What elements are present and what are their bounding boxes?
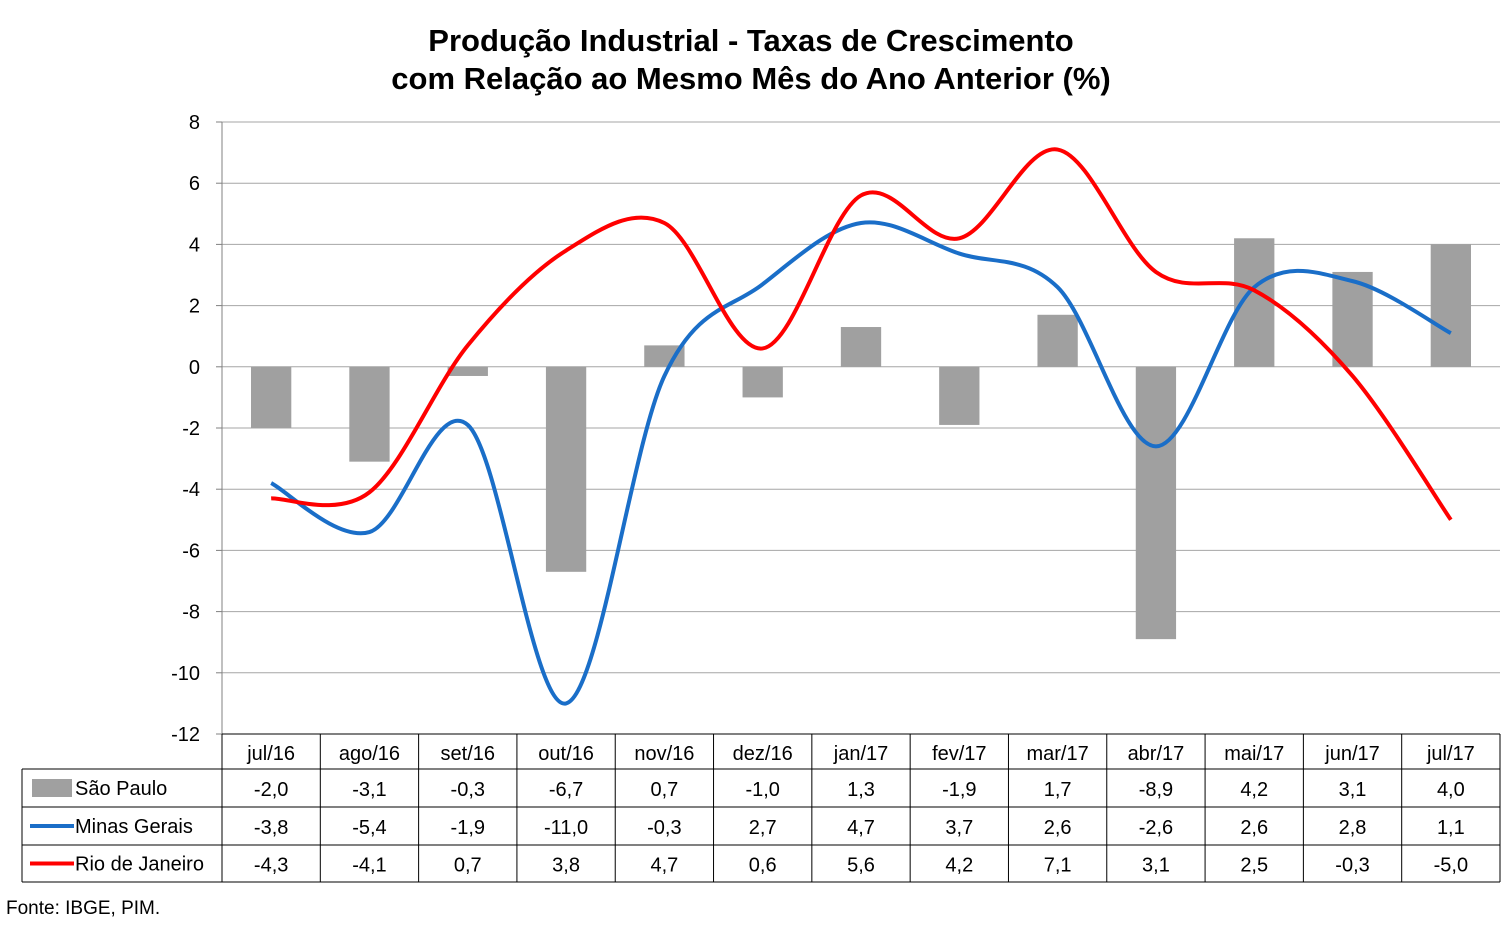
bar-sao-paulo <box>939 366 980 425</box>
x-tick-label: nov/16 <box>634 743 694 765</box>
y-tick-label: -10 <box>171 663 200 685</box>
data-label-sao-paulo: 1,7 <box>1044 779 1072 801</box>
data-label-rio-de-janeiro: 0,6 <box>749 855 777 877</box>
data-label-rio-de-janeiro: 3,8 <box>552 855 580 877</box>
data-label-sao-paulo: 4,2 <box>1240 779 1268 801</box>
data-table: jul/16 ago/16 set/16 out/16 nov/16 dez/16 jan/… <box>21 733 1501 883</box>
gridlines <box>222 121 1500 674</box>
x-tick-label: mai/17 <box>1224 743 1284 765</box>
chart-title: Produção Industrial - Taxas de Crescimen… <box>0 22 1502 98</box>
bar-sao-paulo <box>349 366 390 462</box>
x-tick-label: jun/17 <box>1324 743 1380 765</box>
data-label-minas-gerais: -1,9 <box>451 817 485 839</box>
line-minas-gerais <box>270 220 1452 706</box>
data-label-minas-gerais: -11,0 <box>544 817 588 839</box>
legend-label-minas-gerais: Minas Gerais <box>75 816 193 838</box>
data-label-minas-gerais: -3,8 <box>254 817 288 839</box>
data-label-rio-de-janeiro: 4,2 <box>945 855 973 877</box>
bar-series-sao-paulo <box>251 238 1471 640</box>
legend-label-rio-de-janeiro: Rio de Janeiro <box>75 854 204 876</box>
x-tick-label: set/16 <box>441 743 495 765</box>
data-label-rio-de-janeiro: -5,0 <box>1434 855 1468 877</box>
data-label-rio-de-janeiro: -4,1 <box>352 855 386 877</box>
data-label-minas-gerais: 2,7 <box>749 817 777 839</box>
y-tick-label: 2 <box>189 296 200 318</box>
bar-sao-paulo <box>1430 244 1471 367</box>
data-label-rio-de-janeiro: 7,1 <box>1044 855 1072 877</box>
bar-sao-paulo <box>644 345 685 367</box>
data-label-sao-paulo: -2,0 <box>254 779 288 801</box>
data-label-sao-paulo: -1,9 <box>942 779 976 801</box>
chart-title-line-2: com Relação ao Mesmo Mês do Ano Anterior… <box>391 61 1111 96</box>
data-label-sao-paulo: 1,3 <box>847 779 875 801</box>
data-label-minas-gerais: 3,7 <box>945 817 973 839</box>
x-tick-label: fev/17 <box>932 743 986 765</box>
data-label-rio-de-janeiro: 2,5 <box>1240 855 1268 877</box>
bar-sao-paulo <box>1332 271 1373 367</box>
x-tick-label: jul/16 <box>246 743 295 765</box>
x-tick-label: dez/16 <box>733 743 793 765</box>
x-tick-label: jul/17 <box>1426 743 1475 765</box>
bar-sao-paulo <box>545 366 587 572</box>
line-rio-de-janeiro <box>271 147 1453 521</box>
data-label-rio-de-janeiro: -0,3 <box>1335 855 1369 877</box>
data-label-sao-paulo: 4,0 <box>1437 779 1465 801</box>
data-label-rio-de-janeiro: 5,6 <box>847 855 875 877</box>
x-tick-label: abr/17 <box>1128 743 1185 765</box>
data-label-sao-paulo: 3,1 <box>1339 779 1367 801</box>
x-tick-label: ago/16 <box>339 743 400 765</box>
data-label-sao-paulo: -8,9 <box>1139 779 1173 801</box>
source-note: Fonte: IBGE, PIM. <box>6 898 161 919</box>
x-tick-label: jan/17 <box>833 743 889 765</box>
data-label-minas-gerais: 1,1 <box>1437 817 1465 839</box>
y-tick-label: -2 <box>182 418 200 440</box>
data-label-rio-de-janeiro: -4,3 <box>254 855 288 877</box>
data-label-minas-gerais: 2,8 <box>1339 817 1367 839</box>
data-label-sao-paulo: -0,3 <box>451 779 485 801</box>
bar-sao-paulo <box>251 366 292 428</box>
data-label-sao-paulo: -6,7 <box>549 779 583 801</box>
bar-sao-paulo <box>1037 314 1078 367</box>
chart-title-line-1: Produção Industrial - Taxas de Crescimen… <box>428 23 1074 58</box>
data-label-minas-gerais: 2,6 <box>1044 817 1072 839</box>
y-tick-label: 4 <box>189 234 200 256</box>
line-series <box>270 147 1453 706</box>
x-tick-label: out/16 <box>538 743 594 765</box>
data-label-minas-gerais: -2,6 <box>1139 817 1173 839</box>
data-label-sao-paulo: -3,1 <box>352 779 386 801</box>
bar-sao-paulo <box>742 366 783 398</box>
y-tick-label: -6 <box>182 540 200 562</box>
y-tick-label: -4 <box>182 479 200 501</box>
data-label-sao-paulo: -1,0 <box>745 779 779 801</box>
bar-sao-paulo <box>840 327 882 367</box>
y-tick-label: -8 <box>182 602 200 624</box>
data-label-sao-paulo: 0,7 <box>650 779 678 801</box>
data-label-rio-de-janeiro: 3,1 <box>1142 855 1170 877</box>
data-label-minas-gerais: 4,7 <box>847 817 875 839</box>
bar-sao-paulo <box>1135 366 1177 640</box>
y-tick-label: 6 <box>189 173 200 195</box>
data-label-minas-gerais: -5,4 <box>352 817 386 839</box>
y-tick-label: 0 <box>189 357 200 379</box>
axes: 8 6 4 2 0 -2 -4 -6 -8 -10 -12 <box>171 112 223 746</box>
data-label-minas-gerais: 2,6 <box>1240 817 1268 839</box>
y-tick-label: -12 <box>171 724 200 746</box>
data-label-rio-de-janeiro: 0,7 <box>454 855 482 877</box>
y-tick-label: 8 <box>189 112 200 134</box>
legend-key-sao-paulo <box>32 779 72 797</box>
data-label-minas-gerais: -0,3 <box>647 817 681 839</box>
bar-sao-paulo <box>447 366 488 376</box>
x-tick-label: mar/17 <box>1026 743 1088 765</box>
legend-label-sao-paulo: São Paulo <box>75 778 167 800</box>
data-label-rio-de-janeiro: 4,7 <box>650 855 678 877</box>
